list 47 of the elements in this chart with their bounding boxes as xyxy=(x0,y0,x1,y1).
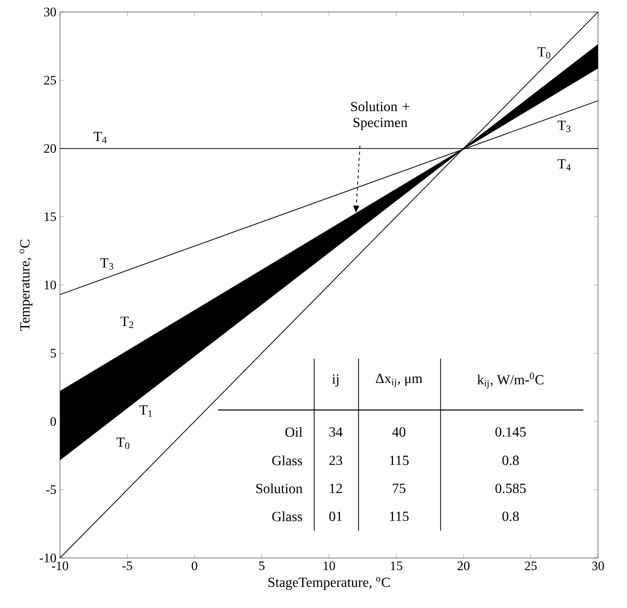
x-tick-label: 25 xyxy=(524,562,537,570)
annotation: Glass xyxy=(272,511,302,522)
y-tick-label: -5 xyxy=(46,485,56,494)
annotation: 115 xyxy=(390,512,409,522)
x-tick-label: 0 xyxy=(192,562,198,570)
x-tick-label: 5 xyxy=(259,562,264,570)
text: T$_{4}$ xyxy=(558,159,571,171)
annotation: k$_{ij}$, W/m-$^{0}$C xyxy=(477,372,544,388)
annotation: 12 xyxy=(330,484,342,493)
series-label: T$_{4}$ xyxy=(94,132,107,144)
annotation: ij xyxy=(332,374,338,387)
y-tick-label: 0 xyxy=(50,417,56,426)
series-label: T$_{3}$ xyxy=(558,120,570,132)
x-tick-label: 10 xyxy=(324,562,335,570)
x-tick-label: 30 xyxy=(592,562,604,570)
series-label: T$_{1}$ xyxy=(139,405,152,417)
y-tick-label: 15 xyxy=(44,212,56,222)
annotation: 40 xyxy=(392,427,406,437)
series-label: T$_{0}$ xyxy=(538,47,550,59)
x-axis-title: StageTemperature, $^{o}$C xyxy=(268,577,390,590)
x-tick-label: 15 xyxy=(390,562,402,570)
y-tick-label: 10 xyxy=(44,280,56,290)
annotation: 0.8 xyxy=(502,512,519,522)
annotation: Oil xyxy=(285,427,302,437)
annotation: Solution xyxy=(256,483,302,494)
series-label: T$_{2}$ xyxy=(120,316,134,328)
y-axis-title: Temperature, $^{o}$C xyxy=(20,240,32,331)
annotation: 34 xyxy=(329,427,342,437)
annotation: 0.145 xyxy=(495,427,526,437)
annotation: 115 xyxy=(390,456,409,466)
y-tick-label: 25 xyxy=(44,76,56,85)
y-tick-label: 20 xyxy=(44,144,56,153)
annotation: 0.585 xyxy=(495,484,526,494)
x-tick-label: -5 xyxy=(122,562,132,570)
x-tick-label: 20 xyxy=(458,562,470,570)
text: T$_{0}$ xyxy=(116,438,130,450)
text: T$_{3}$ xyxy=(100,258,114,270)
annotation: 0.8 xyxy=(502,456,519,466)
annotation: Solution + Specimen xyxy=(351,101,410,130)
y-tick-label: -10 xyxy=(40,554,56,562)
annotation: 75 xyxy=(392,484,406,494)
annotation: Glass xyxy=(272,455,302,466)
y-tick-label: 30 xyxy=(44,8,56,16)
annotation: 23 xyxy=(329,456,342,466)
y-tick-label: 5 xyxy=(50,348,56,358)
annotation: Δx$_{ij}$, μm xyxy=(376,374,422,388)
annotation: 01 xyxy=(329,512,342,522)
